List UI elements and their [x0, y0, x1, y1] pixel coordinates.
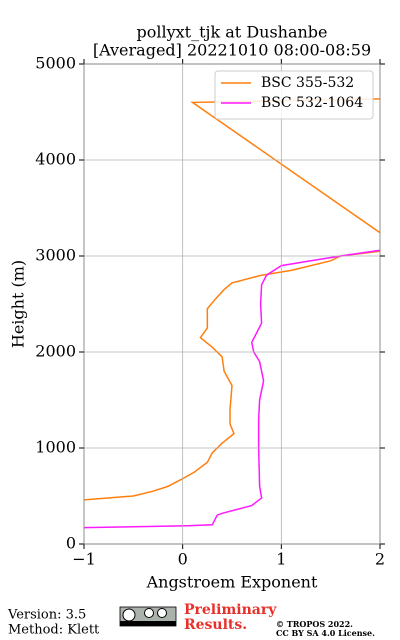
y-tick-label: 5000 [35, 54, 76, 73]
y-tick-label: 3000 [35, 246, 76, 265]
plot-frame [83, 63, 381, 545]
y-tick-label: 0 [66, 534, 76, 553]
y-tick-label: 1000 [35, 438, 76, 457]
legend-label: BSC 355-532 [261, 75, 354, 91]
cc-logo [119, 606, 177, 627]
preliminary: Results. [184, 617, 247, 633]
chart-title: pollyxt_tjk at Dushanbe [136, 23, 327, 42]
copyright: © TROPOS 2022. [276, 619, 353, 629]
plot-area [84, 98, 380, 529]
chart-title: [Averaged] 20221010 08:00-08:59 [93, 41, 371, 60]
data-line [84, 98, 380, 501]
x-tick-label: −1 [72, 550, 96, 569]
x-axis-label: Angstroem Exponent [146, 573, 318, 592]
y-tick-label: 2000 [35, 342, 76, 361]
x-tick-label: 1 [276, 550, 286, 569]
legend-label: BSC 532-1064 [261, 95, 363, 111]
preliminary: Preliminary [184, 602, 277, 618]
version: Version: 3.5 [7, 608, 86, 623]
method: Method: Klett [8, 623, 100, 638]
x-tick-label: 2 [375, 550, 385, 569]
data-line [84, 249, 380, 529]
y-tick-label: 4000 [35, 150, 76, 169]
x-tick-label: 0 [178, 550, 188, 569]
y-axis-label: Height (m) [9, 260, 28, 348]
legend-box [214, 70, 374, 120]
copyright: CC BY SA 4.0 License. [276, 628, 375, 638]
